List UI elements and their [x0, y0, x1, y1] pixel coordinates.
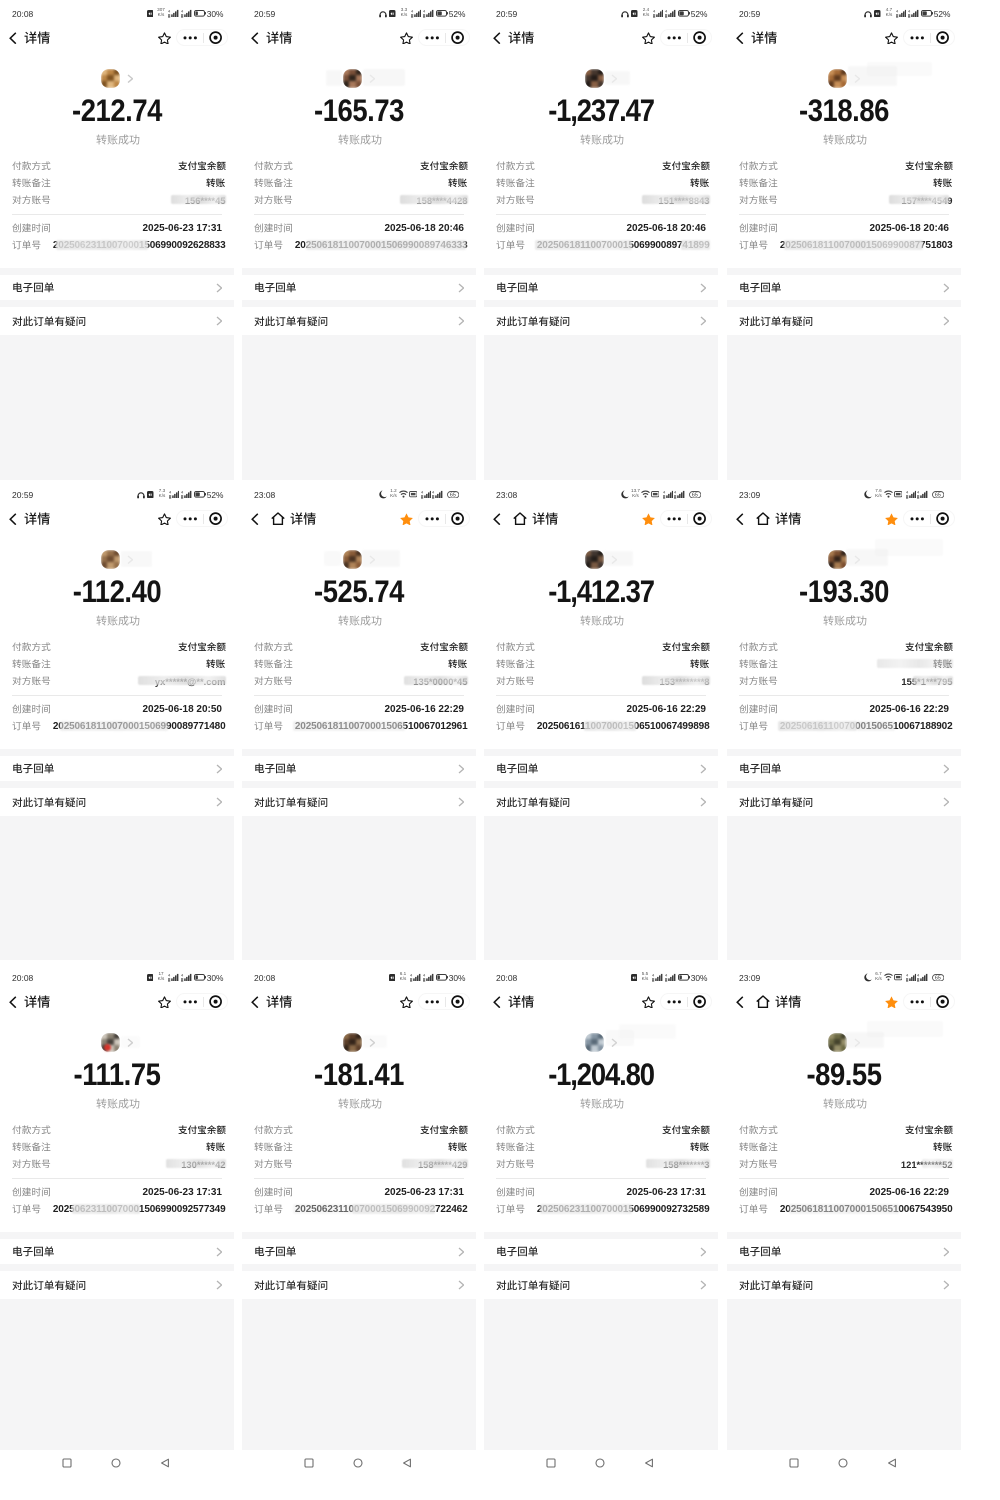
svg-text:4: 4	[665, 973, 668, 978]
svg-text:4: 4	[181, 973, 184, 978]
svg-text:4: 4	[917, 973, 920, 978]
svg-text:4: 4	[168, 973, 171, 978]
svg-text:65: 65	[934, 492, 940, 498]
svg-text:65: 65	[449, 492, 455, 498]
svg-text:4: 4	[168, 9, 171, 14]
svg-text:4: 4	[663, 490, 666, 495]
svg-text:4: 4	[411, 9, 414, 14]
svg-text:4: 4	[423, 973, 426, 978]
svg-text:4: 4	[421, 490, 424, 495]
svg-text:4: 4	[652, 973, 655, 978]
svg-text:4: 4	[169, 490, 172, 495]
svg-text:4: 4	[906, 490, 909, 495]
svg-text:4: 4	[181, 9, 184, 14]
svg-text:4: 4	[181, 490, 184, 495]
svg-text:4: 4	[917, 490, 920, 495]
svg-text:4: 4	[674, 490, 677, 495]
svg-text:65: 65	[934, 975, 940, 981]
svg-text:4: 4	[896, 9, 899, 14]
svg-text:4: 4	[906, 973, 909, 978]
svg-text:4: 4	[410, 973, 413, 978]
svg-text:4: 4	[908, 9, 911, 14]
svg-text:4: 4	[665, 9, 668, 14]
svg-text:4: 4	[432, 490, 435, 495]
svg-text:4: 4	[653, 9, 656, 14]
svg-text:65: 65	[691, 492, 697, 498]
svg-text:4: 4	[423, 9, 426, 14]
